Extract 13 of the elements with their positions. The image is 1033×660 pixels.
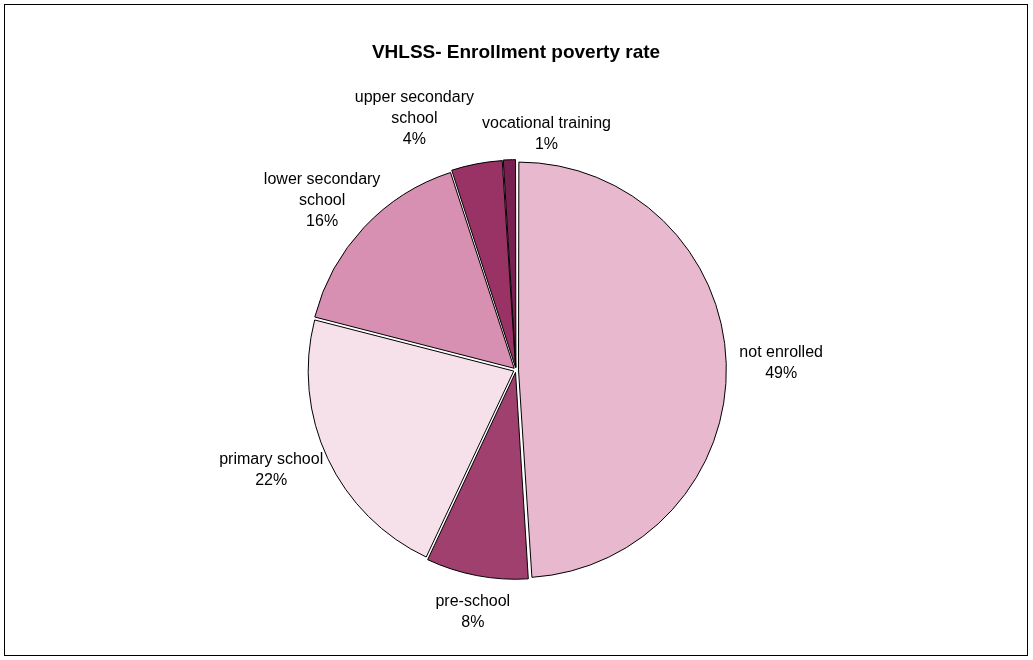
- chart-title: VHLSS- Enrollment poverty rate: [370, 41, 662, 63]
- data-label: 8%: [461, 612, 485, 630]
- slice-label: primary school: [219, 449, 324, 467]
- slice-label: lower secondary school: [263, 170, 381, 209]
- data-label: 1%: [534, 134, 559, 152]
- slice-label: pre-school: [435, 591, 511, 609]
- data-label: 22%: [255, 470, 288, 488]
- data-label: 4%: [402, 129, 426, 147]
- slice-label: upper secondary school: [354, 87, 474, 126]
- slice-label: not enrolled: [739, 342, 823, 360]
- data-label: 49%: [765, 363, 798, 381]
- data-label: 16%: [306, 212, 339, 230]
- slice-label: vocational training: [481, 113, 611, 131]
